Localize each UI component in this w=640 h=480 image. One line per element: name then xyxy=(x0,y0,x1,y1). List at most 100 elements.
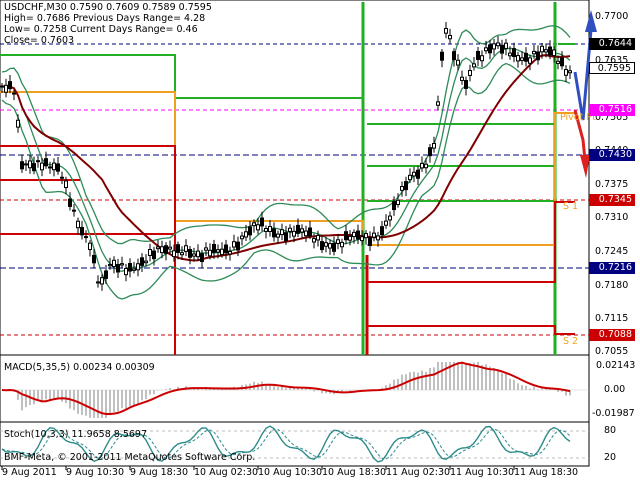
candle-body xyxy=(428,147,432,157)
candle-body xyxy=(168,246,172,250)
price-candles xyxy=(0,22,572,291)
candle-body xyxy=(296,224,300,234)
candle-body xyxy=(404,181,408,191)
candle-body xyxy=(548,46,552,56)
price-tag-7644: 0.7644 xyxy=(589,38,635,50)
time-axis-label: 11 Aug 10:30 xyxy=(450,467,515,478)
stoch-axis-label: 20 xyxy=(604,452,617,463)
price-axis-label: 0.7505 xyxy=(595,112,629,123)
candle-body xyxy=(180,252,184,256)
close-text: Close= 0.7603 xyxy=(4,35,75,46)
macd-title: MACD(5,35,5) 0.00234 0.00309 xyxy=(4,362,155,373)
candle-body xyxy=(132,268,136,271)
price-axis-label: 0.7055 xyxy=(595,346,629,357)
stoch-main-line xyxy=(1,425,571,463)
candle-body xyxy=(272,228,276,238)
candle-body xyxy=(388,215,392,221)
candle-body xyxy=(316,234,320,241)
macd-axis-label: 0.02143 xyxy=(596,360,636,371)
candle-body xyxy=(148,249,152,256)
candle-body xyxy=(276,233,280,238)
candle-body xyxy=(152,250,156,260)
candle-body xyxy=(240,235,244,240)
candle-body xyxy=(204,247,208,251)
candle-body xyxy=(468,70,472,76)
candle-body xyxy=(196,250,200,258)
candle-body xyxy=(28,160,32,169)
candle-body xyxy=(560,57,564,67)
candle-body xyxy=(400,186,404,191)
price-tag-7430: 0.7430 xyxy=(589,149,635,161)
time-axis-label: 10 Aug 10:30 xyxy=(258,467,323,478)
s1-label: S 1 xyxy=(563,201,579,212)
candle-body xyxy=(280,229,284,236)
candle-body xyxy=(436,101,440,106)
candle-body xyxy=(260,217,264,227)
price-tag-s2: 0.7088 xyxy=(589,329,635,341)
macd-signal-line xyxy=(1,361,571,416)
time-axis-label: 9 Aug 2011 xyxy=(2,467,57,478)
price-tag-7216: 0.7216 xyxy=(589,262,635,274)
candle-body xyxy=(520,57,524,61)
candle-body xyxy=(312,238,316,243)
candle-body xyxy=(380,226,384,236)
candle-body xyxy=(532,50,536,55)
candle-body xyxy=(368,236,372,246)
price-tag-s1: 0.7345 xyxy=(589,194,635,206)
candle-body xyxy=(564,69,568,76)
candle-body xyxy=(164,245,168,254)
time-ticks xyxy=(1,466,515,470)
candle-body xyxy=(544,49,548,53)
candle-body xyxy=(60,176,64,179)
candle-body xyxy=(236,241,240,251)
candle-body xyxy=(24,163,28,166)
candle-body xyxy=(244,231,248,238)
candle-body xyxy=(536,51,540,61)
bollinger-band-line xyxy=(1,62,571,300)
candle-body xyxy=(300,228,304,233)
candle-body xyxy=(500,44,504,54)
candle-body xyxy=(552,49,556,57)
candle-body xyxy=(80,227,84,236)
candle-body xyxy=(556,60,560,64)
candle-body xyxy=(356,230,360,240)
candle-body xyxy=(56,163,60,172)
candle-body xyxy=(452,51,456,61)
time-axis-label: 10 Aug 02:30 xyxy=(194,467,259,478)
daily-levels xyxy=(0,2,575,355)
candle-body xyxy=(540,45,544,53)
candle-body xyxy=(292,230,296,237)
candle-body xyxy=(136,263,140,271)
candle-body xyxy=(224,244,228,254)
candle-body xyxy=(88,242,92,251)
candle-body xyxy=(248,226,252,236)
candle-body xyxy=(304,230,308,237)
candle-body xyxy=(460,76,464,81)
candle-body xyxy=(384,220,388,226)
candle-body xyxy=(488,44,492,54)
candle-body xyxy=(508,52,512,57)
candle-body xyxy=(516,55,520,62)
candle-body xyxy=(116,263,120,273)
candle-body xyxy=(8,81,12,90)
candle-body xyxy=(4,84,8,93)
candle-body xyxy=(84,236,88,239)
candle-body xyxy=(144,260,148,264)
candle-body xyxy=(412,171,416,177)
candle-body xyxy=(264,228,268,232)
candle-body xyxy=(140,257,144,266)
high-range-text: High= 0.7686 Previous Days Range= 4.28 xyxy=(4,13,206,24)
candle-body xyxy=(192,253,196,257)
candle-body xyxy=(52,162,56,171)
candle-body xyxy=(324,242,328,247)
candle-body xyxy=(376,235,380,241)
candle-body xyxy=(504,42,508,49)
forecast-arrows xyxy=(573,10,597,178)
time-axis-label: 11 Aug 18:30 xyxy=(514,467,579,478)
candle-body xyxy=(320,241,324,251)
candle-body xyxy=(48,166,52,169)
price-tag-current: 0.7595 xyxy=(589,62,635,74)
candle-body xyxy=(184,245,188,252)
candle-body xyxy=(492,43,496,50)
